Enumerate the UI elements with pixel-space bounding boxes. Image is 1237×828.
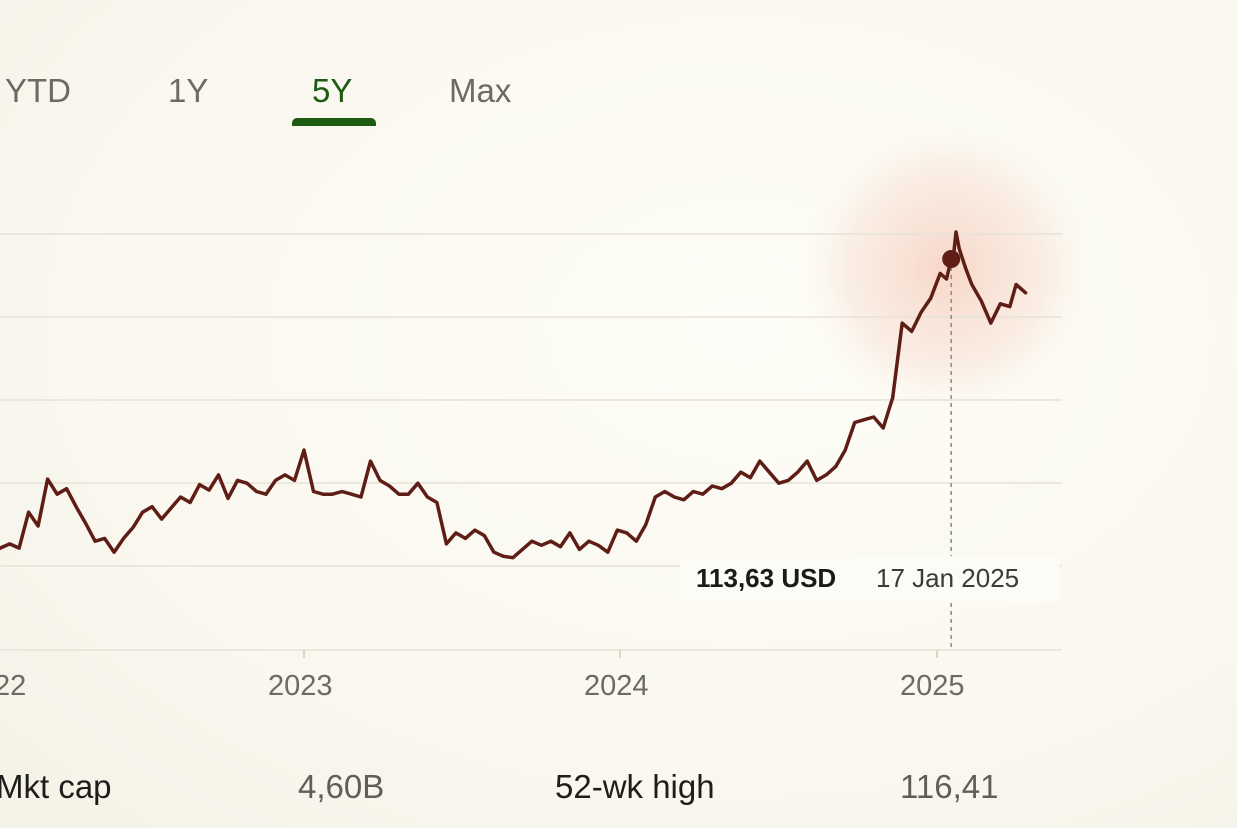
stat-label-52wk-high: 52-wk high [555,768,715,805]
hover-point [942,250,961,268]
tab-5y[interactable]: 5Y [312,72,353,109]
x-axis-labels: 22 2023 2024 2025 [0,670,965,702]
active-tab-indicator [292,118,376,126]
x-axis-ticks [303,650,938,658]
gridlines [0,233,1062,651]
price-chart[interactable]: 113,63 USD 17 Jan 2025 22 2023 2024 2025 [0,0,1237,720]
tooltip-value: 113,63 USD [696,563,836,593]
x-tick-label: 2024 [584,670,649,702]
x-tick-label: 2025 [900,670,965,702]
stat-value-52wk-high: 116,41 [900,768,999,805]
tab-1y[interactable]: 1Y [168,72,209,109]
hover-tooltip: 113,63 USD 17 Jan 2025 [680,556,1060,602]
stat-label-mkt-cap: Mkt cap [0,768,112,805]
tab-max[interactable]: Max [449,72,512,109]
tooltip-date: 17 Jan 2025 [876,563,1019,593]
key-stats: Mkt cap 4,60B 52-wk high 116,41 [0,760,1237,820]
tooltip-background [680,556,1060,602]
hover-highlight-glow [806,130,1086,410]
price-series-line [0,230,1028,560]
tab-ytd[interactable]: YTD [5,72,71,109]
x-tick-label: 2023 [268,670,333,702]
x-tick-label: 22 [0,670,26,702]
stat-value-mkt-cap: 4,60B [298,768,385,805]
range-tabs: YTD 1Y 5Y Max [0,60,700,130]
